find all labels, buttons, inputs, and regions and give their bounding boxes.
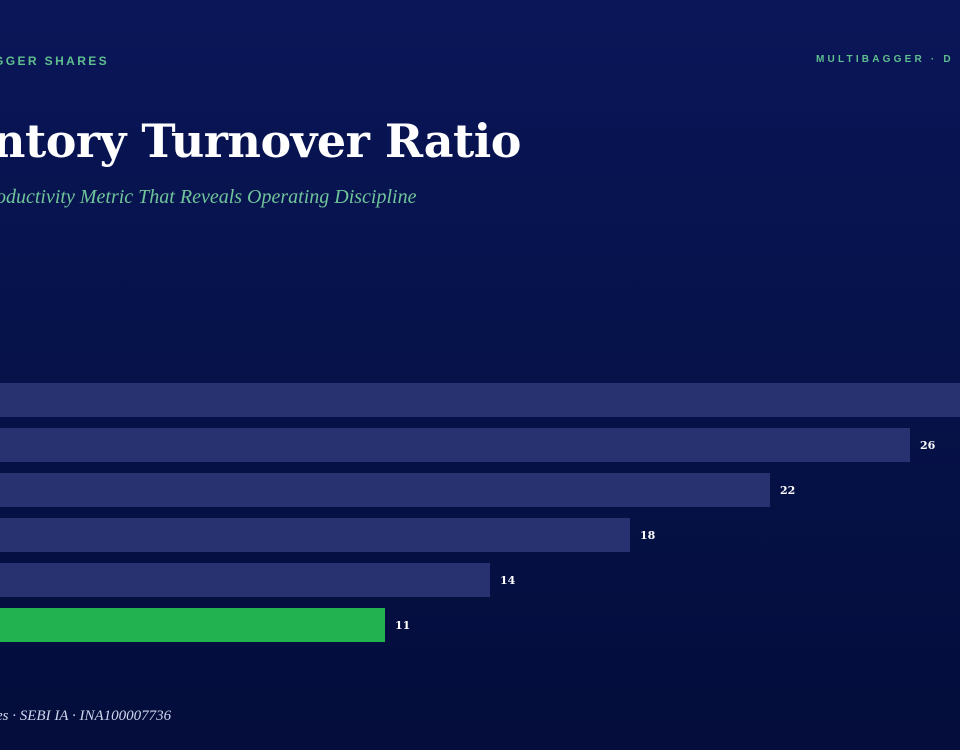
bar: [0, 518, 630, 552]
brand-right-label: MULTIBAGGER · D: [816, 54, 954, 65]
page-title: ntory Turnover Ratio: [0, 114, 521, 168]
bar-value-label: 11: [395, 619, 410, 632]
bar-value-label: 14: [500, 574, 516, 587]
footer-credit: es · SEBI IA · INA100007736: [0, 708, 172, 724]
bar: [0, 563, 490, 597]
bar-highlight: [0, 608, 385, 642]
bar: [0, 383, 960, 417]
bar-value-label: 18: [640, 529, 656, 542]
page-subtitle: oductivity Metric That Reveals Operating…: [0, 186, 417, 208]
bar: [0, 473, 770, 507]
bar-value-label: 26: [920, 439, 936, 452]
brand-left-label: GGER SHARES: [0, 54, 110, 68]
bar: [0, 428, 910, 462]
bar-value-label: 22: [780, 484, 795, 497]
